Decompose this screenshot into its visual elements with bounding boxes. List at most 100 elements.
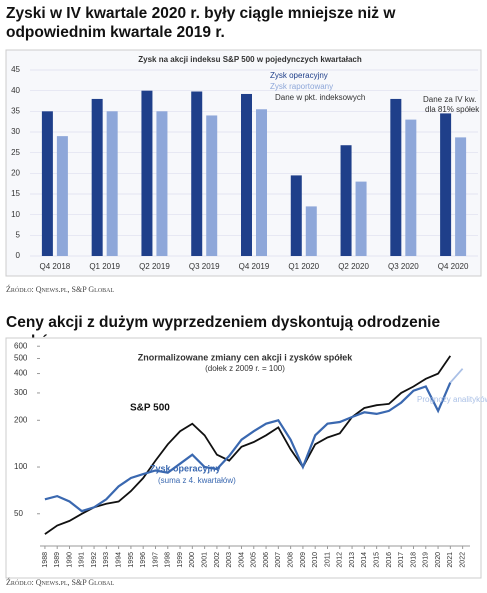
x-tick-label: 2008 (287, 552, 294, 568)
x-tick-label: 1993 (103, 552, 110, 568)
x-tick-label: 2021 (447, 552, 454, 568)
legend-entry: Zysk operacyjny (270, 71, 328, 80)
x-tick-label: 2016 (386, 552, 393, 568)
x-tick-label: 1989 (54, 552, 61, 568)
bar (340, 145, 352, 256)
bar (405, 119, 417, 256)
heading: Zyski w IV kwartale 2020 r. były ciągle … (6, 5, 396, 41)
x-tick-label: 2013 (349, 552, 356, 568)
annotation: (suma z 4. kwartałów) (158, 476, 236, 485)
x-tick-label: 1995 (128, 552, 135, 568)
line (449, 368, 464, 384)
bar (191, 91, 203, 256)
series-label: Zysk operacyjny (150, 463, 221, 473)
legend-entry: Zysk raportowany (270, 82, 333, 91)
y-tick-label: 400 (14, 369, 28, 378)
y-tick-label: 0 (16, 251, 21, 260)
y-tick-label: 5 (16, 230, 21, 239)
x-tick-label: 2003 (226, 552, 233, 568)
bar (256, 109, 267, 256)
bar (305, 206, 317, 256)
line (44, 382, 452, 513)
chart: Zysk na akcji indeksu S&P 500 w pojedync… (5, 49, 482, 277)
y-tick-label: 35 (11, 106, 20, 115)
x-tick-label: 2017 (398, 552, 405, 568)
y-tick-label: 40 (11, 86, 20, 95)
bar (355, 181, 367, 256)
chart-subtitle: (dołek z 2009 r. = 100) (205, 364, 285, 373)
x-tick-label: Q1 2020 (288, 262, 319, 271)
x-tick-label: 1988 (42, 552, 49, 568)
bar (41, 111, 53, 256)
bar (56, 136, 68, 256)
y-tick-label: 10 (11, 210, 20, 219)
x-tick-label: 2011 (324, 552, 331, 567)
x-tick-label: 2002 (214, 552, 221, 568)
x-tick-label: Q2 2019 (139, 262, 170, 271)
x-tick-label: Q3 2020 (388, 262, 419, 271)
x-tick-label: 2012 (337, 552, 344, 568)
series-label: Prognozy analityków (417, 395, 487, 404)
chart-title: Znormalizowane zmiany cen akcji i zysków… (138, 352, 354, 362)
x-tick-label: 2004 (238, 552, 245, 568)
chart-frame (5, 337, 482, 579)
x-tick-label: 2009 (300, 552, 307, 568)
source: Źródło: Qnews.pl, S&P Global (6, 285, 115, 294)
x-tick-label: 2015 (373, 552, 380, 568)
x-tick-label: 1999 (177, 552, 184, 568)
x-tick-label: 2010 (312, 552, 319, 568)
y-tick-label: 30 (11, 127, 20, 136)
x-tick-label: 2018 (410, 552, 417, 568)
bar (440, 113, 452, 257)
y-tick-label: 600 (14, 341, 28, 350)
line (44, 355, 452, 535)
x-tick-label: 1992 (91, 552, 98, 568)
bar (455, 137, 467, 256)
x-tick-label: Q1 2019 (89, 262, 120, 271)
bar (91, 98, 103, 256)
bar (206, 115, 218, 256)
source: Źródło: Qnews.pl, S&P Global (6, 578, 115, 587)
x-tick-label: 1996 (140, 552, 147, 568)
x-tick-label: Q3 2019 (189, 262, 220, 271)
x-tick-label: 2022 (459, 552, 466, 568)
x-tick-label: 2006 (263, 552, 270, 568)
y-tick-label: 200 (14, 415, 28, 424)
x-tick-label: 2019 (423, 552, 430, 568)
annotation: dla 81% spółek (425, 105, 480, 114)
chart-title: Zysk na akcji indeksu S&P 500 w pojedync… (138, 55, 362, 64)
y-tick-label: 15 (11, 189, 20, 198)
x-tick-label: 1990 (66, 552, 73, 568)
chart: Znormalizowane zmiany cen akcji i zysków… (5, 337, 487, 579)
x-tick-label: Q4 2018 (40, 262, 71, 271)
y-tick-label: 45 (11, 65, 20, 74)
x-tick-label: 2001 (201, 552, 208, 568)
annotation: Dane w pkt. indeksowych (275, 93, 365, 102)
x-tick-label: 2005 (251, 552, 258, 568)
series-label: S&P 500 (130, 403, 170, 414)
x-tick-label: 2020 (435, 552, 442, 568)
bar (390, 98, 402, 256)
bar (290, 175, 302, 256)
bar (156, 111, 168, 256)
y-tick-label: 100 (14, 462, 28, 471)
bar (241, 93, 252, 256)
x-tick-label: 1998 (165, 552, 172, 568)
y-tick-label: 300 (14, 388, 28, 397)
x-tick-label: Q4 2020 (438, 262, 469, 271)
bar (141, 90, 153, 256)
x-tick-label: 2014 (361, 552, 368, 568)
x-tick-label: 2000 (189, 552, 196, 568)
bar (106, 111, 118, 256)
x-tick-label: 1991 (79, 552, 86, 568)
annotation: Dane za IV kw. (423, 95, 476, 104)
x-tick-label: Q4 2019 (239, 262, 270, 271)
y-tick-label: 50 (14, 509, 23, 518)
x-tick-label: Q2 2020 (338, 262, 369, 271)
x-tick-label: 1997 (152, 552, 159, 568)
x-tick-label: 2007 (275, 552, 282, 568)
y-tick-label: 20 (11, 168, 20, 177)
y-tick-label: 500 (14, 354, 28, 363)
y-tick-label: 25 (11, 148, 20, 157)
